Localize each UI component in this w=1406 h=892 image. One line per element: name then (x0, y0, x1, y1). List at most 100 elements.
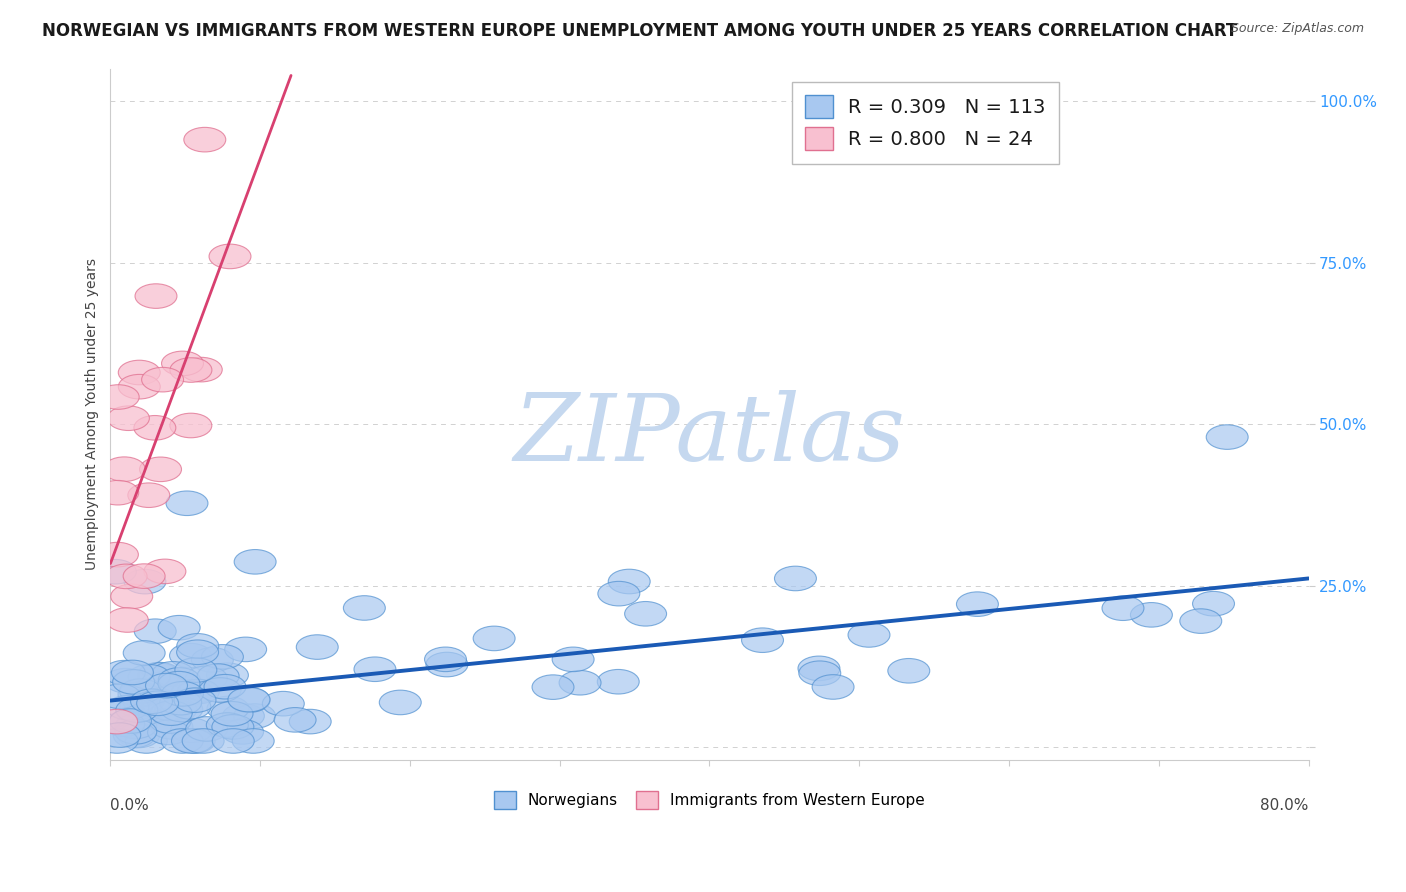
Y-axis label: Unemployment Among Youth under 25 years: Unemployment Among Youth under 25 years (86, 259, 100, 571)
Ellipse shape (212, 729, 254, 753)
Ellipse shape (162, 729, 204, 753)
Ellipse shape (138, 663, 180, 688)
Ellipse shape (232, 729, 274, 753)
Ellipse shape (111, 584, 153, 608)
Ellipse shape (170, 358, 212, 383)
Ellipse shape (170, 718, 212, 743)
Ellipse shape (139, 673, 181, 697)
Ellipse shape (222, 704, 264, 728)
Ellipse shape (115, 720, 156, 744)
Ellipse shape (96, 729, 138, 753)
Ellipse shape (225, 637, 267, 662)
Ellipse shape (162, 681, 204, 706)
Ellipse shape (131, 689, 173, 714)
Ellipse shape (228, 688, 270, 713)
Ellipse shape (111, 660, 153, 685)
Ellipse shape (150, 701, 193, 725)
Ellipse shape (799, 661, 841, 686)
Ellipse shape (211, 701, 253, 726)
Ellipse shape (172, 729, 214, 753)
Ellipse shape (180, 358, 222, 382)
Ellipse shape (343, 596, 385, 620)
Ellipse shape (96, 709, 138, 734)
Ellipse shape (112, 670, 155, 694)
Ellipse shape (150, 714, 193, 739)
Ellipse shape (200, 678, 240, 702)
Ellipse shape (354, 657, 396, 681)
Ellipse shape (170, 413, 212, 438)
Ellipse shape (553, 647, 595, 672)
Ellipse shape (186, 716, 228, 741)
Ellipse shape (609, 569, 650, 594)
Ellipse shape (160, 690, 201, 715)
Ellipse shape (166, 491, 208, 516)
Ellipse shape (134, 416, 176, 440)
Ellipse shape (120, 679, 162, 704)
Text: ZIPatlas: ZIPatlas (513, 390, 905, 480)
Ellipse shape (426, 652, 468, 677)
Ellipse shape (97, 481, 139, 505)
Ellipse shape (1102, 596, 1144, 621)
Ellipse shape (149, 709, 191, 733)
Ellipse shape (148, 720, 190, 745)
Ellipse shape (172, 680, 214, 705)
Ellipse shape (170, 643, 211, 668)
Ellipse shape (263, 691, 304, 716)
Ellipse shape (138, 691, 180, 715)
Text: Source: ZipAtlas.com: Source: ZipAtlas.com (1230, 22, 1364, 36)
Ellipse shape (98, 723, 141, 747)
Ellipse shape (207, 697, 249, 721)
Ellipse shape (104, 668, 146, 693)
Ellipse shape (204, 674, 246, 699)
Ellipse shape (136, 691, 179, 715)
Ellipse shape (128, 665, 170, 690)
Ellipse shape (125, 729, 167, 753)
Ellipse shape (560, 671, 600, 695)
Ellipse shape (169, 695, 211, 719)
Ellipse shape (143, 559, 186, 583)
Legend: Norwegians, Immigrants from Western Europe: Norwegians, Immigrants from Western Euro… (488, 785, 931, 815)
Ellipse shape (956, 592, 998, 616)
Ellipse shape (186, 666, 228, 690)
Ellipse shape (887, 658, 929, 683)
Ellipse shape (201, 645, 243, 669)
Ellipse shape (149, 696, 190, 721)
Ellipse shape (107, 607, 148, 632)
Ellipse shape (207, 713, 249, 738)
Ellipse shape (775, 566, 817, 591)
Ellipse shape (177, 633, 219, 658)
Ellipse shape (741, 628, 783, 652)
Ellipse shape (212, 714, 254, 739)
Ellipse shape (103, 457, 145, 482)
Ellipse shape (142, 692, 184, 716)
Ellipse shape (191, 648, 233, 673)
Ellipse shape (297, 635, 339, 659)
Ellipse shape (122, 689, 165, 714)
Ellipse shape (97, 542, 138, 567)
Ellipse shape (848, 623, 890, 648)
Ellipse shape (197, 664, 239, 689)
Ellipse shape (598, 670, 640, 694)
Ellipse shape (474, 626, 515, 650)
Ellipse shape (174, 688, 217, 713)
Ellipse shape (138, 690, 179, 714)
Ellipse shape (142, 368, 184, 392)
Text: 80.0%: 80.0% (1260, 798, 1309, 814)
Ellipse shape (146, 673, 187, 698)
Ellipse shape (104, 660, 145, 685)
Ellipse shape (128, 483, 170, 508)
Ellipse shape (110, 709, 152, 733)
Ellipse shape (139, 699, 180, 724)
Ellipse shape (290, 709, 332, 734)
Ellipse shape (531, 675, 574, 699)
Ellipse shape (139, 457, 181, 482)
Ellipse shape (207, 663, 249, 688)
Ellipse shape (222, 720, 263, 744)
Ellipse shape (105, 564, 148, 589)
Ellipse shape (1130, 603, 1173, 627)
Ellipse shape (184, 128, 226, 152)
Ellipse shape (228, 687, 270, 712)
Ellipse shape (380, 690, 422, 714)
Ellipse shape (118, 723, 159, 747)
Ellipse shape (233, 704, 276, 728)
